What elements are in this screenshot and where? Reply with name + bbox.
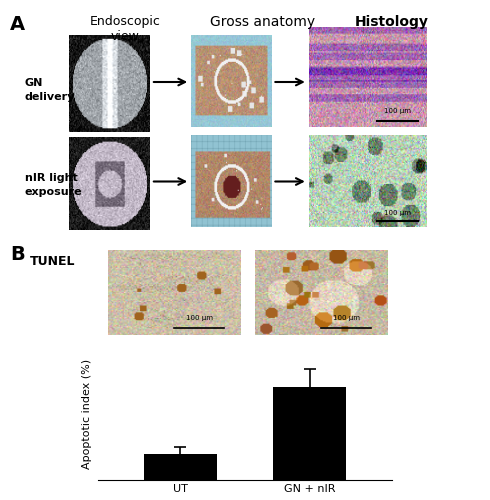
Text: Histology: Histology [355,15,429,29]
Y-axis label: Apoptotic index (%): Apoptotic index (%) [82,358,93,469]
Text: 100 μm: 100 μm [384,210,411,216]
Text: 100 μm: 100 μm [186,314,213,320]
Text: Gross anatomy: Gross anatomy [210,15,315,29]
Text: nIR light
exposure: nIR light exposure [24,174,82,197]
Text: GN
delivery: GN delivery [24,78,75,102]
Text: 100 μm: 100 μm [384,108,411,114]
Bar [144,454,217,480]
Text: Endoscopic
view: Endoscopic view [90,15,160,43]
Bar [273,387,346,480]
Text: A: A [10,15,25,34]
Text: B: B [10,245,24,264]
Text: TUNEL: TUNEL [29,255,75,268]
Text: 100 μm: 100 μm [333,314,360,320]
